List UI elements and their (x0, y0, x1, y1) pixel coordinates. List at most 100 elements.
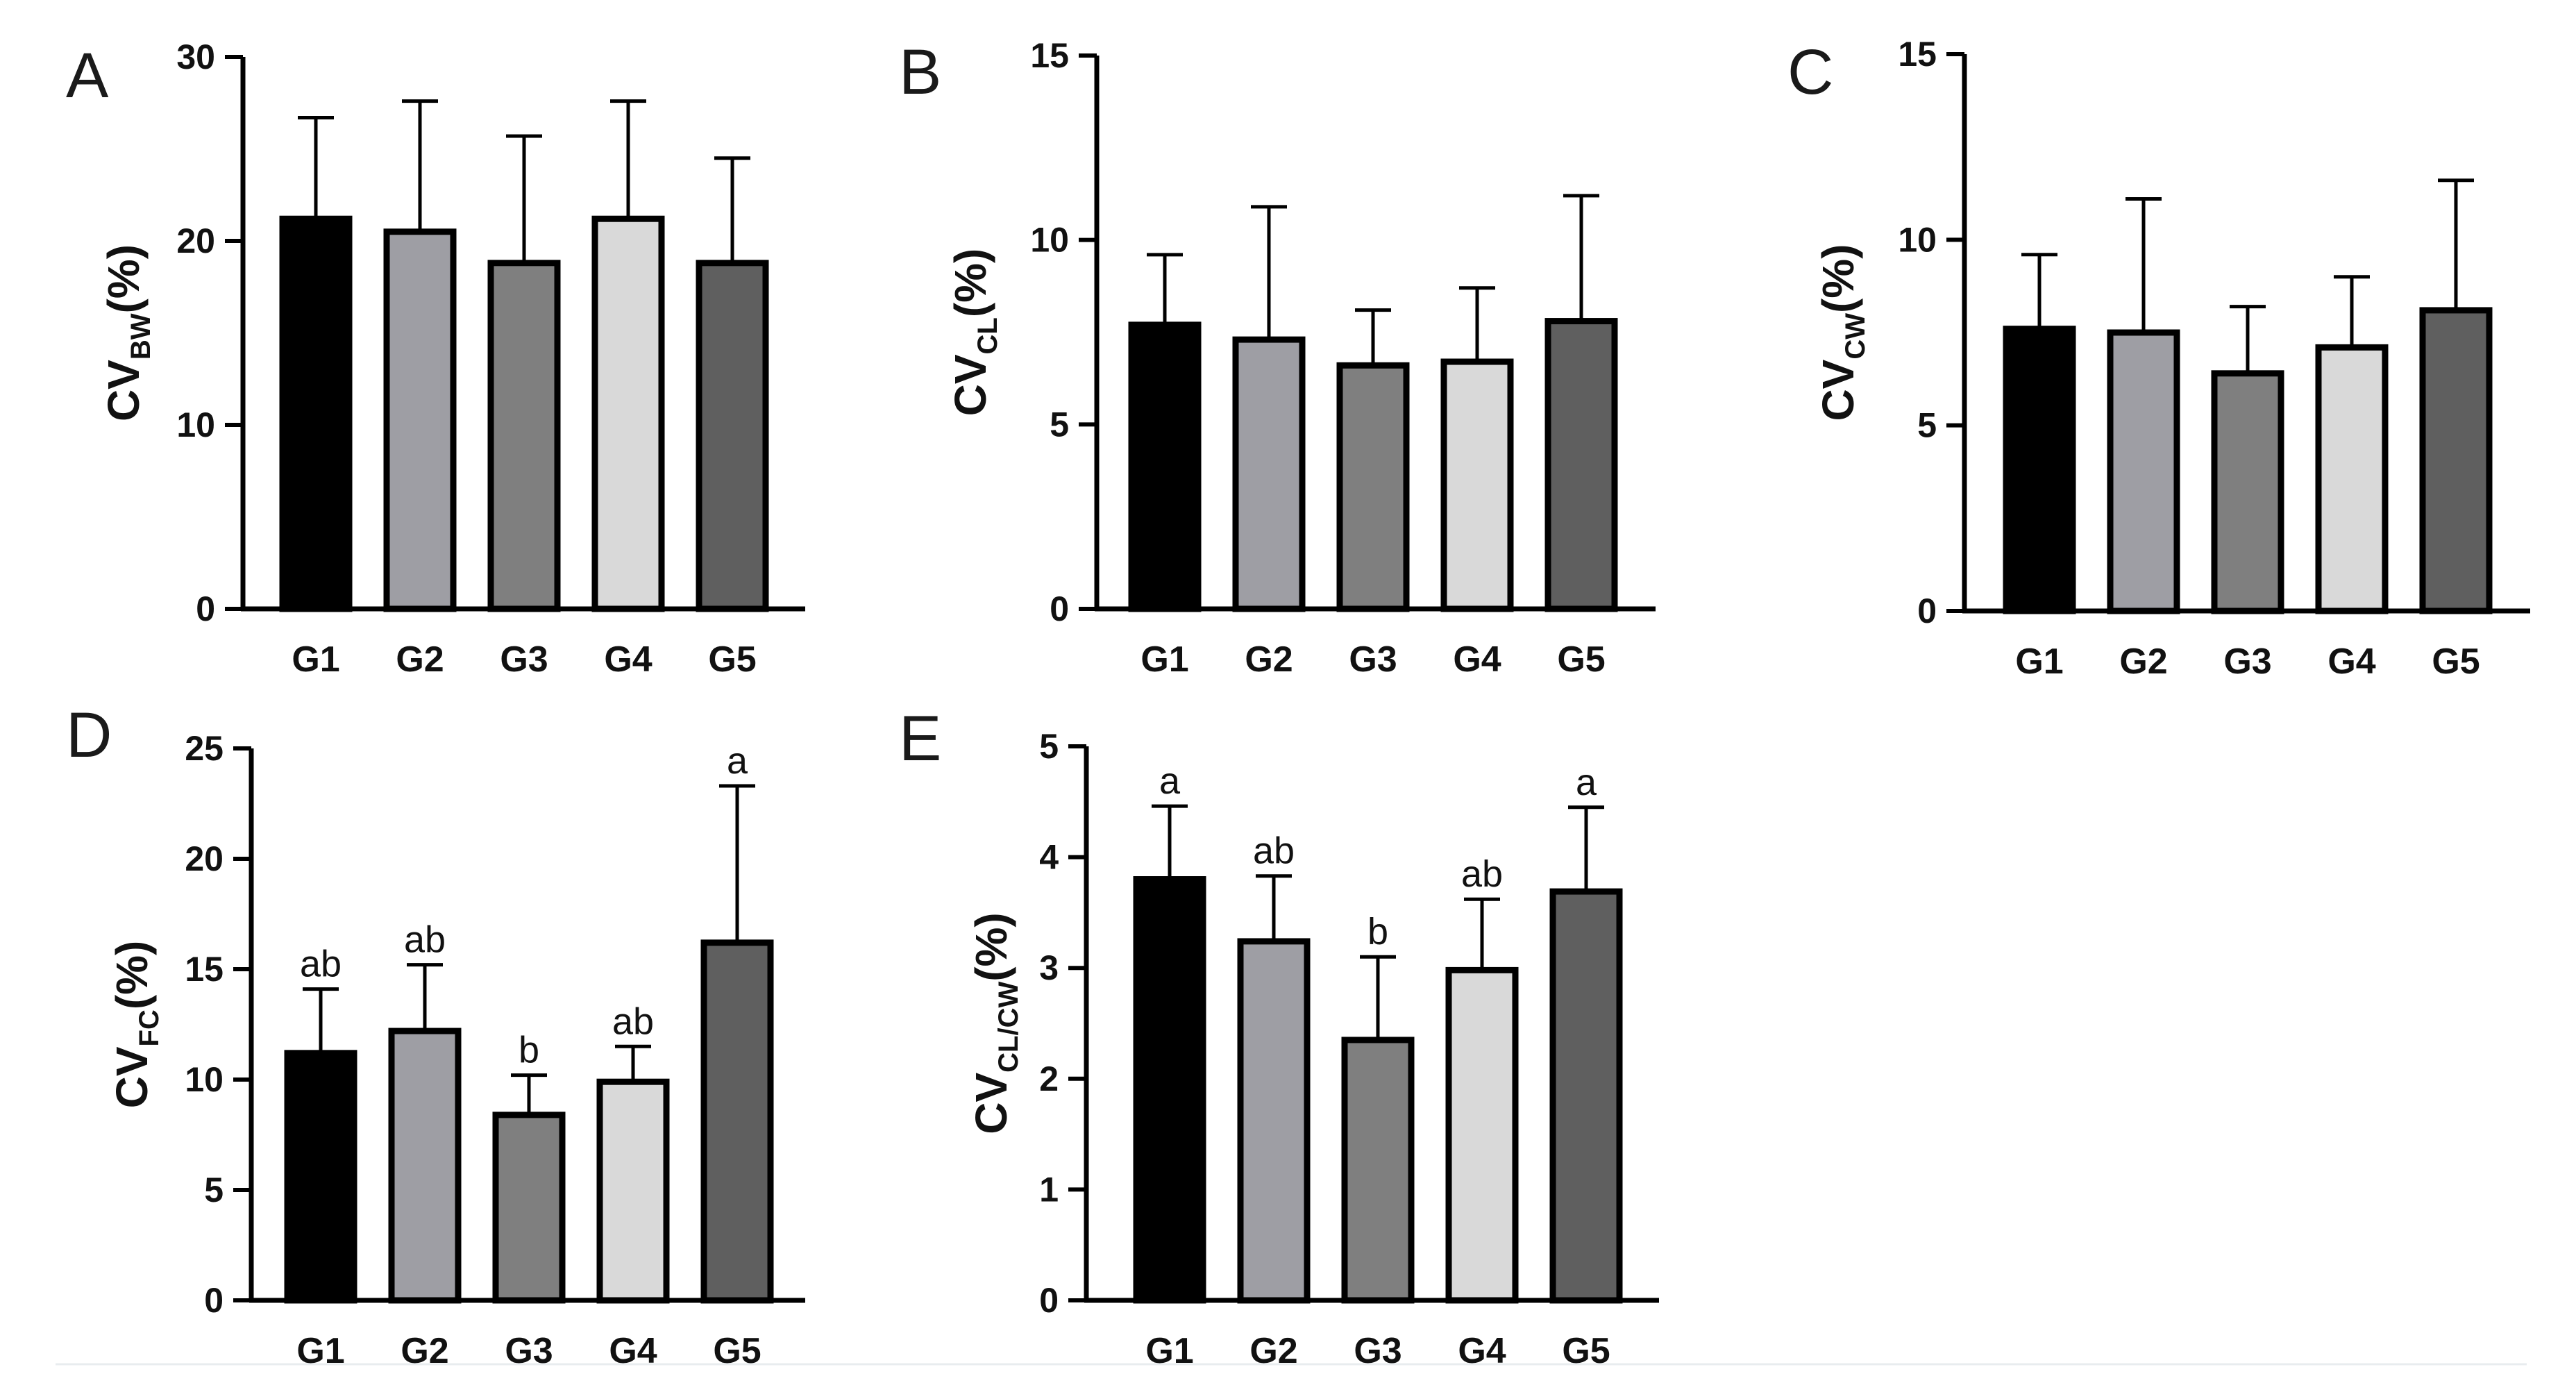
bar-g4 (1440, 358, 1514, 612)
x-tick-label: G2 (396, 639, 444, 680)
bar-g3 (487, 260, 561, 612)
chart-panel-b: B 0 5 10 15 G1 G2 G3 G4 G5 CVCL(%) (899, 36, 1656, 680)
bar-g2 (1232, 336, 1306, 612)
y-tick-label: 15 (1030, 36, 1069, 75)
y-axis-title-subscript: BW (126, 313, 156, 360)
bar-g5 (700, 939, 774, 1304)
y-axis-title: CVCW(%) (1813, 244, 1871, 421)
y-tick-label: 10 (1030, 221, 1069, 260)
bar-g3 (1336, 362, 1410, 612)
x-tick-label: G1 (292, 639, 339, 680)
x-tick-label: G5 (708, 639, 756, 680)
panel-letter: A (66, 40, 109, 111)
y-tick-label: 5 (1050, 405, 1069, 444)
y-tick-label: 25 (185, 729, 224, 768)
bar-g5 (1549, 888, 1623, 1304)
x-tick-label: G5 (1562, 1331, 1610, 1371)
significance-letter: ab (300, 944, 342, 985)
y-tick-label: 10 (176, 405, 215, 444)
x-tick-label: G5 (1557, 639, 1605, 680)
significance-letter: a (1159, 760, 1181, 802)
y-tick-label: 30 (176, 37, 215, 76)
x-tick-label: G1 (296, 1331, 344, 1371)
bar-g5 (1544, 318, 1618, 612)
y-axis-title-suffix: (%) (1813, 244, 1863, 313)
x-tick-label: G4 (1453, 639, 1501, 680)
y-tick-label: 10 (185, 1060, 224, 1099)
y-tick-label: 0 (1039, 1281, 1059, 1320)
bar-g3 (1341, 1037, 1415, 1304)
y-tick-label: 5 (204, 1171, 224, 1209)
y-axis-title-subscript: FC (134, 1009, 165, 1046)
y-axis-title-main: CV (966, 1073, 1016, 1134)
y-tick-label: 0 (1050, 589, 1069, 628)
y-tick-label: 5 (1039, 727, 1059, 766)
bar-g4 (2315, 344, 2389, 614)
bar-g4 (591, 215, 665, 612)
y-tick-label: 2 (1039, 1059, 1059, 1098)
bar-g1 (1128, 321, 1202, 612)
bar-g4 (1445, 966, 1519, 1304)
y-tick-label: 20 (185, 839, 224, 878)
y-tick-label: 1 (1039, 1170, 1059, 1209)
x-tick-label: G4 (1458, 1331, 1506, 1371)
bar-g1 (284, 1050, 357, 1304)
x-tick-label: G4 (604, 639, 652, 680)
significance-letter: a (1576, 762, 1597, 803)
y-tick-label: 4 (1039, 838, 1059, 877)
significance-letter: a (727, 740, 748, 782)
bar-g1 (279, 215, 353, 612)
y-tick-label: 10 (1898, 220, 1937, 259)
x-tick-label: G3 (1349, 639, 1397, 680)
y-axis-title-subscript: CW (1840, 313, 1871, 360)
x-tick-label: G2 (1245, 639, 1293, 680)
panel-letter: C (1787, 37, 1833, 108)
y-axis-title: CVBW(%) (99, 244, 156, 421)
chart-panel-d: D 0 5 10 15 20 25 G1 ab G2 ab G3 b G4 ab G5 a CVFC(%) (66, 700, 805, 1371)
x-tick-label: G3 (500, 639, 548, 680)
panel-letter: D (66, 700, 112, 771)
y-axis-title-main: CV (107, 1046, 157, 1108)
significance-letter: b (519, 1030, 539, 1071)
y-axis-title-suffix: (%) (99, 244, 149, 314)
y-axis-title-main: CV (945, 354, 995, 416)
bar-g1 (2003, 326, 2076, 614)
bar-g4 (596, 1078, 670, 1304)
x-tick-label: G2 (2119, 642, 2167, 682)
bar-g2 (2107, 329, 2180, 614)
significance-letter: ab (612, 1000, 654, 1042)
y-axis-title-subscript: CL (973, 317, 1003, 354)
y-axis-title-suffix: (%) (966, 912, 1016, 982)
y-tick-label: 3 (1039, 948, 1059, 987)
x-tick-label: G3 (2223, 642, 2271, 682)
y-tick-label: 0 (204, 1281, 224, 1320)
y-axis-title-subscript: CL/CW (993, 982, 1024, 1073)
significance-letter: ab (1461, 853, 1503, 895)
y-tick-label: 5 (1917, 406, 1937, 445)
y-tick-label: 0 (1917, 592, 1937, 630)
bar-g5 (2419, 307, 2493, 614)
bar-g2 (388, 1028, 462, 1304)
significance-letter: b (1367, 911, 1388, 953)
y-tick-label: 0 (196, 589, 215, 628)
bar-g3 (492, 1112, 566, 1304)
significance-letter: ab (404, 919, 446, 961)
y-axis-title-main: CV (1813, 359, 1863, 421)
bar-g5 (696, 260, 769, 612)
chart-panel-c: C 0 5 10 15 G1 G2 G3 G4 G5 CVCW(%) (1787, 35, 2530, 682)
x-tick-label: G4 (2327, 642, 2375, 682)
y-axis-title-suffix: (%) (945, 249, 995, 318)
bar-g1 (1133, 876, 1206, 1304)
bar-g3 (2211, 370, 2284, 614)
y-tick-label: 15 (1898, 35, 1937, 74)
chart-panel-e: E 0 1 2 3 4 5 G1 a G2 ab G3 b G4 ab G5 a CVCL/CW(%) (899, 703, 1659, 1371)
x-tick-label: G5 (2432, 642, 2480, 682)
panel-letter: B (899, 37, 941, 108)
y-axis-title-main: CV (99, 360, 149, 421)
x-tick-label: G2 (1249, 1331, 1297, 1371)
x-tick-label: G1 (1140, 639, 1188, 680)
x-tick-label: G5 (713, 1331, 761, 1371)
x-tick-label: G2 (401, 1331, 448, 1371)
